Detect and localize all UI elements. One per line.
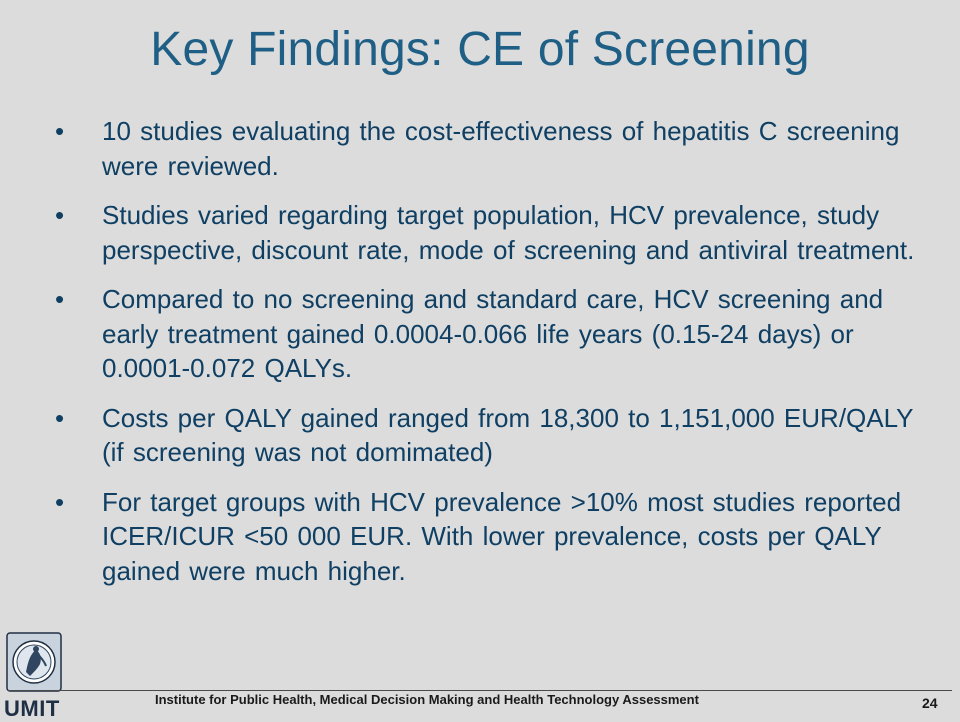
bullet-text: 10 studies evaluating the cost-effective…: [102, 116, 900, 181]
bullet-text: For target groups with HCV prevalence >1…: [102, 486, 902, 586]
bullet-item: • 10 studies evaluating the cost-effecti…: [0, 114, 960, 183]
bullet-list: • 10 studies evaluating the cost-effecti…: [0, 114, 960, 603]
bullet-text: Studies varied regarding target populati…: [102, 200, 915, 265]
bullet-marker: •: [55, 284, 65, 314]
bullet-item: • Studies varied regarding target popula…: [0, 198, 960, 267]
umit-logo: UMIT: [2, 632, 68, 721]
university-seal-icon: [6, 632, 62, 692]
bullet-item: • Compared to no screening and standard …: [0, 282, 960, 386]
bullet-marker: •: [55, 402, 65, 433]
bullet-item: • Costs per QALY gained ranged from 18,3…: [0, 401, 960, 470]
bullet-marker: •: [55, 486, 65, 517]
bullet-item: • For target groups with HCV prevalence …: [0, 485, 960, 589]
page-number: 24: [922, 695, 938, 711]
bullet-text: Compared to no screening and standard ca…: [102, 284, 884, 383]
logo-text: UMIT: [4, 696, 60, 721]
slide-title: Key Findings: CE of Screening: [150, 23, 810, 76]
footer-divider: [8, 690, 952, 691]
bullet-marker: •: [55, 200, 65, 230]
bullet-text: Costs per QALY gained ranged from 18,300…: [102, 402, 914, 468]
bullet-marker: •: [55, 116, 65, 146]
footer-institute: Institute for Public Health, Medical Dec…: [155, 692, 699, 707]
